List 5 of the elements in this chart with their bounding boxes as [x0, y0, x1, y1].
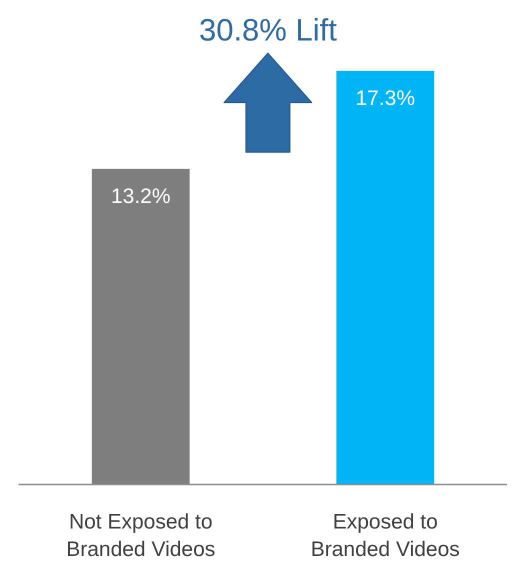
data-label: 17.3% [355, 86, 416, 110]
text: 30.8% Lift [198, 12, 338, 48]
data-label: 13.2% [110, 184, 171, 208]
x-tick-label: Not Exposed to Branded Videos [66, 510, 216, 562]
x-tick-label: Exposed to Branded Videos [310, 510, 460, 562]
